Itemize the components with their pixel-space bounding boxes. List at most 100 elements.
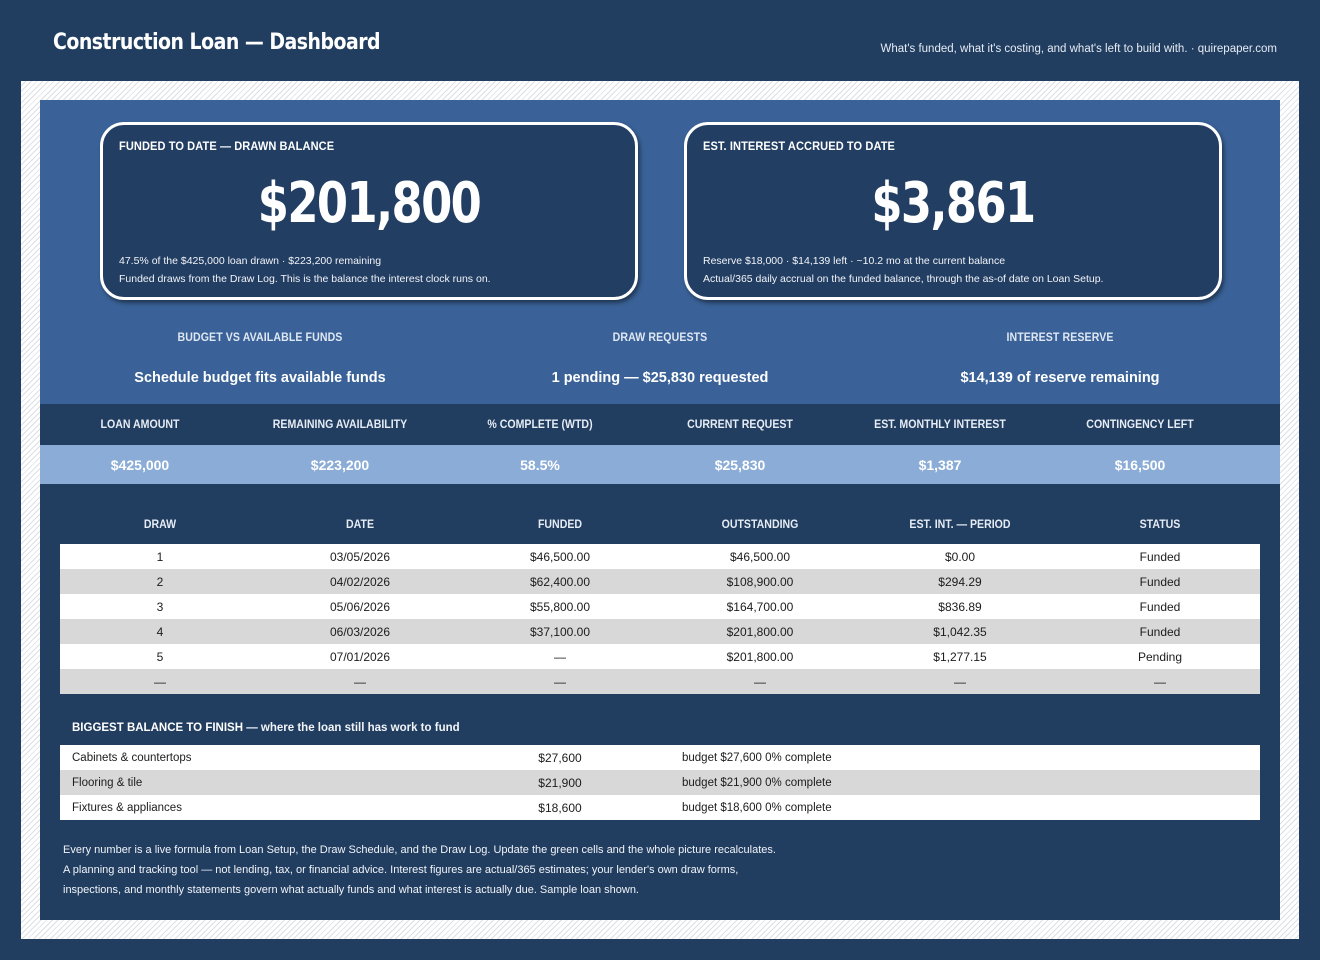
funded-kpi-label: FUNDED TO DATE — DRAWN BALANCE [119,139,335,153]
table-row: Flooring & tile $21,900 budget $21,900 0% … [60,770,1260,795]
interest-kpi-detail: Reserve $18,000 · $14,139 left · ~10.2 m… [703,255,1006,267]
table-cell[interactable]: 04/02/2026 [329,574,391,589]
line-item-budget-note[interactable]: budget $27,600 0% complete [682,751,832,764]
metric-header: REMAINING AVAILABILITY [272,418,408,431]
title-bar: Construction Loan — Dashboard What's fun… [0,0,1320,80]
metric-header: LOAN AMOUNT [100,418,180,431]
table-cell[interactable]: $108,900.00 [726,574,794,589]
line-item-budget-note[interactable]: budget $21,900 0% complete [682,776,832,789]
table-cell[interactable]: Funded [1139,599,1181,614]
metric-header: CURRENT REQUEST [687,418,793,431]
footnote-line: Every number is a live formula from Loan… [63,844,776,856]
metric-header: EST. MONTHLY INTEREST [874,418,1006,431]
table-cell[interactable]: 05/06/2026 [329,599,391,614]
table-cell[interactable]: — [354,674,366,689]
funded-kpi-detail: 47.5% of the $425,000 loan drawn · $223,… [119,255,382,267]
metrics-value-row: $425,000 $223,200 58.5% $25,830 $1,387 $… [40,445,1280,484]
column-header: STATUS [1139,519,1181,531]
metric-header: % COMPLETE (WTD) [487,418,593,431]
line-item-name[interactable]: Cabinets & countertops [72,751,192,764]
table-cell[interactable]: $836.89 [938,599,982,614]
table-cell[interactable]: $55,800.00 [529,599,591,614]
table-cell[interactable]: — [1154,674,1166,689]
table-cell[interactable]: — [754,674,766,689]
table-cell[interactable]: $201,800.00 [726,649,794,664]
table-cell[interactable]: 3 [156,599,164,614]
contingency-left-cell[interactable]: $16,500 [1114,456,1166,473]
draw-table: 1 03/05/2026 $46,500.00 $46,500.00 $0.00 Fund… [60,544,1260,694]
table-cell[interactable]: 03/05/2026 [329,549,391,564]
interest-reserve-label: INTEREST RESERVE [1006,332,1114,344]
interest-reserve-value: $14,139 of reserve remaining [960,370,1160,386]
interest-kpi-card: EST. INTEREST ACCRUED TO DATE $3,861 Res… [684,122,1222,300]
table-cell[interactable]: 4 [156,624,164,639]
line-item-balance[interactable]: $21,900 [538,775,582,790]
table-cell[interactable]: Funded [1139,549,1181,564]
draw-table-header: DRAW DATE FUNDED OUTSTANDING EST. INT. —… [60,506,1260,544]
table-cell[interactable]: $1,042.35 [933,624,987,639]
funded-kpi-card: FUNDED TO DATE — DRAWN BALANCE $201,800 … [100,122,638,300]
table-cell[interactable]: $46,500.00 [729,549,791,564]
current-request-cell[interactable]: $25,830 [714,456,766,473]
table-cell[interactable]: $1,277.15 [933,649,987,664]
page-tagline: What's funded, what it's costing, and wh… [880,43,1277,55]
monthly-interest-cell[interactable]: $1,387 [918,456,962,473]
percent-complete-cell[interactable]: 58.5% [520,456,560,473]
table-cell[interactable]: 1 [156,549,164,564]
table-cell[interactable]: $201,800.00 [726,624,794,639]
funded-kpi-note: Funded draws from the Draw Log. This is … [119,273,491,285]
column-header: FUNDED [537,519,583,531]
budget-status-label: BUDGET VS AVAILABLE FUNDS [177,332,343,344]
table-cell[interactable]: 07/01/2026 [329,649,391,664]
table-cell[interactable]: Funded [1139,574,1181,589]
line-item-budget-note[interactable]: budget $18,600 0% complete [682,801,832,814]
footnote-line: inspections, and monthly statements gove… [63,884,639,896]
table-cell[interactable]: 06/03/2026 [329,624,391,639]
table-cell[interactable]: — [954,674,966,689]
metric-header: CONTINGENCY LEFT [1086,418,1194,431]
draw-requests-label: DRAW REQUESTS [612,332,708,344]
draw-requests-status: DRAW REQUESTS 1 pending — $25,830 reques… [460,332,860,386]
table-cell[interactable]: 5 [156,649,164,664]
table-row: 5 07/01/2026 — $201,800.00 $1,277.15 Pending [60,644,1260,669]
line-item-balance[interactable]: $27,600 [538,750,582,765]
remaining-availability-cell[interactable]: $223,200 [310,456,370,473]
table-cell[interactable]: Pending [1137,649,1183,664]
table-cell[interactable]: $164,700.00 [726,599,794,614]
footnote: Every number is a live formula from Loan… [63,840,863,900]
finish-section-title: BIGGEST BALANCE TO FINISH — where the lo… [72,722,460,734]
table-cell[interactable]: Funded [1139,624,1181,639]
table-cell[interactable]: — [554,674,566,689]
column-header: DRAW [143,519,177,531]
table-row: 3 05/06/2026 $55,800.00 $164,700.00 $836.89 F… [60,594,1260,619]
line-item-name[interactable]: Flooring & tile [72,776,143,789]
interest-kpi-note: Actual/365 daily accrual on the funded b… [703,273,1104,285]
table-cell[interactable]: — [554,649,566,664]
table-row: Fixtures & appliances $18,600 budget $18,6… [60,795,1260,820]
finish-table: Cabinets & countertops $27,600 budget $27,… [60,745,1260,820]
table-cell[interactable]: $62,400.00 [529,574,591,589]
finish-title-subtitle: — where the loan still has work to fund [243,722,460,734]
column-header: OUTSTANDING [721,519,799,531]
table-cell[interactable]: $46,500.00 [529,549,591,564]
table-row: 4 06/03/2026 $37,100.00 $201,800.00 $1,042.3… [60,619,1260,644]
budget-status: BUDGET VS AVAILABLE FUNDS Schedule budge… [60,332,460,386]
interest-kpi-value: $3,861 [871,171,1036,236]
table-cell[interactable]: 2 [156,574,164,589]
table-cell[interactable]: — [154,674,166,689]
table-cell[interactable]: $294.29 [938,574,982,589]
interest-reserve-status: INTEREST RESERVE $14,139 of reserve rema… [860,332,1260,386]
finish-title-main: BIGGEST BALANCE TO FINISH [72,722,244,734]
interest-kpi-label: EST. INTEREST ACCRUED TO DATE [703,139,896,153]
table-row: 2 04/02/2026 $62,400.00 $108,900.00 $294.29 F… [60,569,1260,594]
table-cell[interactable]: $0.00 [944,549,976,564]
loan-amount-cell[interactable]: $425,000 [110,456,170,473]
column-header: DATE [345,519,375,531]
table-cell[interactable]: $37,100.00 [529,624,591,639]
line-item-name[interactable]: Fixtures & appliances [72,801,182,814]
table-row: Cabinets & countertops $27,600 budget $27,… [60,745,1260,770]
dashboard-sheet: FUNDED TO DATE — DRAWN BALANCE $201,800 … [40,100,1280,920]
table-row: — — — — — — [60,669,1260,694]
line-item-balance[interactable]: $18,600 [538,800,582,815]
draw-requests-value: 1 pending — $25,830 requested [551,370,769,386]
